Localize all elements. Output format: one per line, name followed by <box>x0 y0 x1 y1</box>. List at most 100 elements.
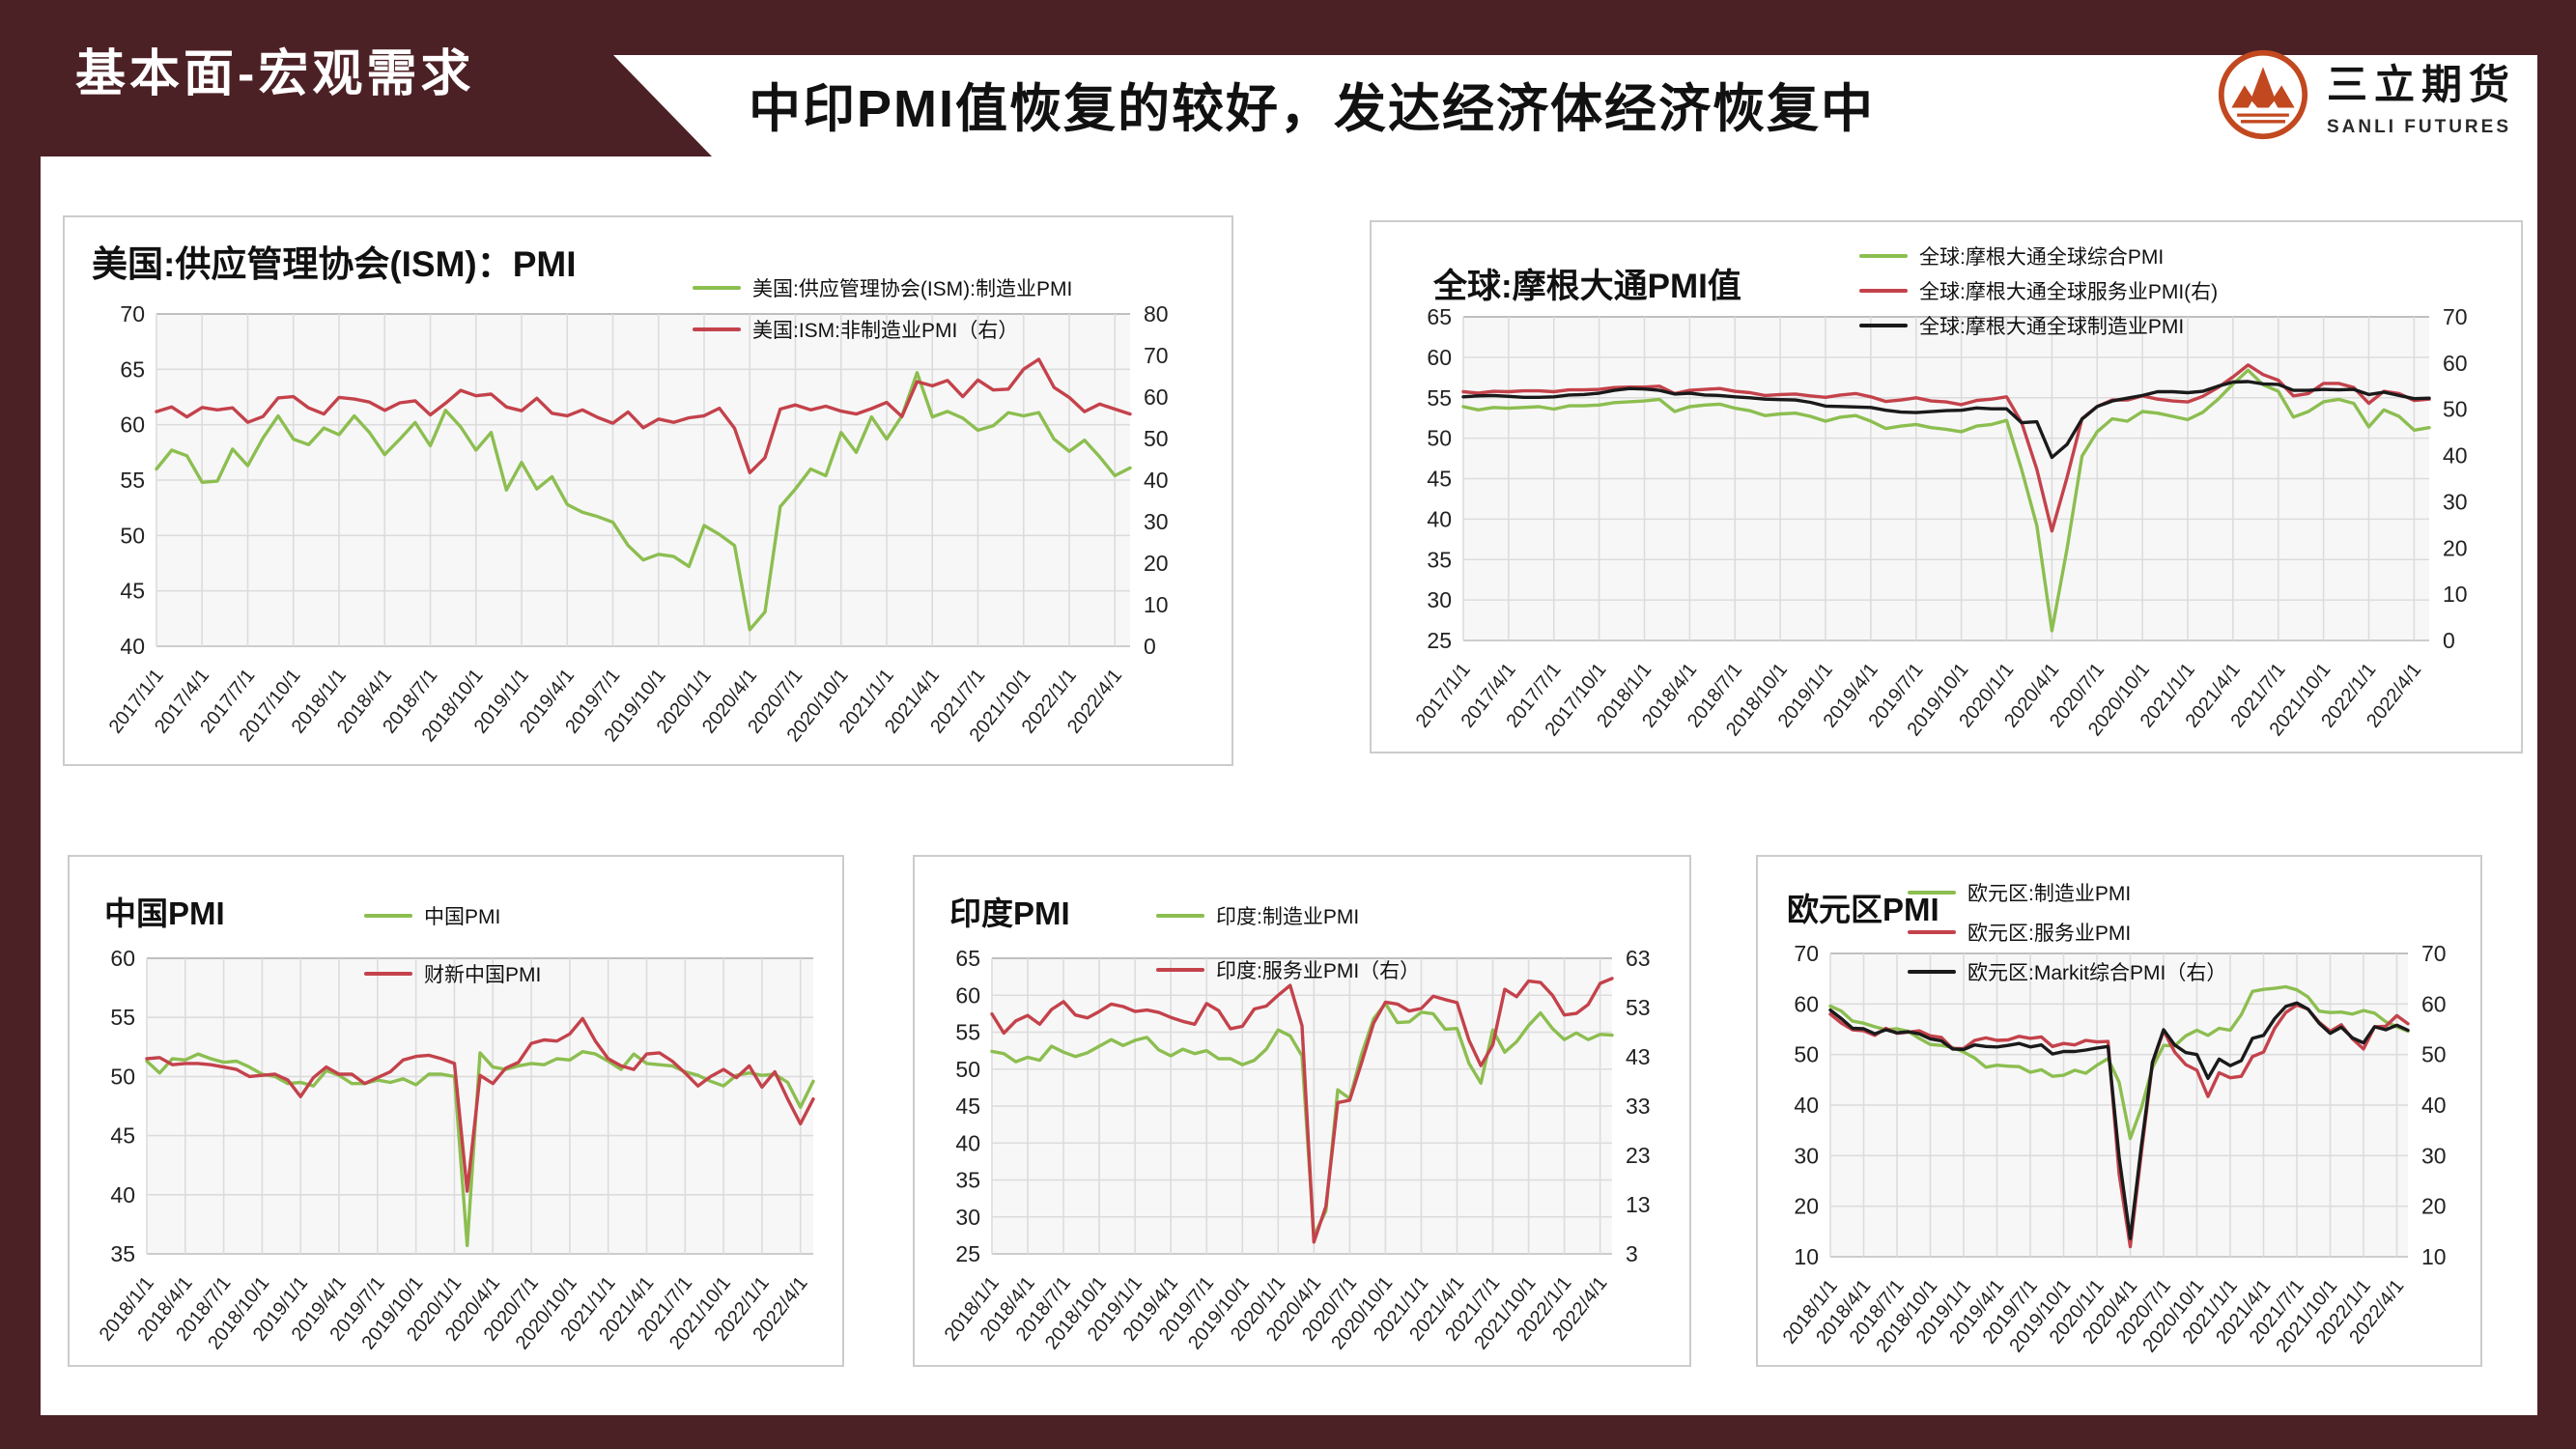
y-axis-tick-label-left: 55 <box>1427 385 1452 411</box>
y-axis-tick-label-left: 50 <box>955 1057 980 1082</box>
y-axis-tick-label-right: 30 <box>2421 1143 2447 1168</box>
y-axis-tick-label-right: 33 <box>1626 1094 1651 1119</box>
legend-item: 印度:服务业PMI（右） <box>1156 955 1420 984</box>
series-line <box>155 357 1132 474</box>
y-axis-tick-label-right: 50 <box>2443 397 2468 422</box>
chart-panel-eurozone-pmi: 欧元区PMI 欧元区:制造业PMI 欧元区:服务业PMI 欧元区:Markit综合P… <box>1756 855 2482 1367</box>
series-line <box>1828 1001 2410 1240</box>
logo: 三立期货 SANLI FUTURES <box>2217 48 2516 141</box>
y-axis-tick-label-right: 60 <box>2443 351 2468 376</box>
chart-legend: 中国PMI 财新中国PMI <box>364 901 541 988</box>
plot-area <box>147 958 813 1254</box>
legend-line-swatch <box>1156 914 1204 918</box>
y-axis-tick-label-right: 30 <box>2443 489 2468 514</box>
chart-panel-china-pmi: 中国PMI 中国PMI 财新中国PMI 60 55 50 45 40 35 2018/1/1 2… <box>68 855 844 1367</box>
y-axis-tick-label-right: 3 <box>1626 1241 1638 1266</box>
y-axis-tick-label-left: 55 <box>110 1005 135 1030</box>
y-axis-tick-label-right: 60 <box>1144 384 1169 410</box>
frame-right-border <box>2537 156 2576 1449</box>
y-axis-tick-label-left: 60 <box>110 946 135 971</box>
chart-legend: 印度:制造业PMI 印度:服务业PMI（右） <box>1156 901 1420 984</box>
y-axis-tick-label-right: 50 <box>2421 1042 2447 1067</box>
header: 基本面-宏观需求 中印PMI值恢复的较好，发达经济体经济恢复中 三立期货 SAN… <box>0 0 2576 156</box>
y-axis-tick-label-right: 70 <box>2421 941 2447 966</box>
chart-title: 全球:摩根大通PMI值 <box>1433 268 1741 305</box>
legend-line-swatch <box>1859 254 1908 258</box>
y-axis-tick-label-left: 30 <box>1794 1143 1819 1168</box>
y-axis-tick-label-left: 60 <box>1794 991 1819 1016</box>
y-axis-tick-label-right: 70 <box>1144 343 1169 368</box>
chart-legend: 美国:供应管理协会(ISM):制造业PMI 美国:ISM:非制造业PMI（右） <box>693 273 1072 344</box>
logo-name: 三立期货 <box>2327 61 2517 107</box>
series-line <box>1461 368 2431 633</box>
y-axis-tick-label-left: 55 <box>955 1020 980 1045</box>
header-title-flag <box>613 55 2537 156</box>
y-axis-tick-label-right: 40 <box>2443 443 2468 469</box>
y-axis-tick-label-left: 65 <box>1427 304 1452 329</box>
series-line <box>990 1001 1614 1238</box>
y-axis-tick-label-left: 50 <box>120 523 145 548</box>
legend-line-swatch <box>1908 970 1956 974</box>
legend-line-swatch <box>1908 891 1956 895</box>
y-axis-tick-label-left: 35 <box>955 1168 980 1193</box>
y-axis-tick-label-left: 40 <box>955 1130 980 1155</box>
y-axis-tick-label-left: 50 <box>1427 426 1452 451</box>
series-line <box>155 371 1132 632</box>
y-axis-tick-label-left: 35 <box>110 1241 135 1266</box>
chart-panel-us-ism-pmi: 美国:供应管理协会(ISM)：PMI 美国:供应管理协会(ISM):制造业PMI… <box>63 215 1233 766</box>
y-axis-tick-label-left: 25 <box>955 1241 980 1266</box>
legend-label: 财新中国PMI <box>424 964 542 986</box>
y-axis-tick-label-right: 60 <box>2421 991 2447 1016</box>
legend-label: 印度:制造业PMI <box>1216 906 1360 928</box>
legend-line-swatch <box>693 327 741 331</box>
line-chart: 6560555045403530252017/1/12017/4/12017/7… <box>1412 304 2468 740</box>
series-line <box>145 1049 815 1248</box>
chart-legend: 欧元区:制造业PMI 欧元区:服务业PMI 欧元区:Markit综合PMI（右） <box>1908 878 2226 986</box>
legend-label: 全球:摩根大通全球综合PMI <box>1919 246 2165 269</box>
legend-item: 欧元区:制造业PMI <box>1908 878 2226 907</box>
legend-item: 欧元区:Markit综合PMI（右） <box>1908 957 2226 986</box>
line-chart: 706050403020102018/1/12018/4/12018/7/120… <box>1779 941 2447 1356</box>
y-axis-tick-label-left: 50 <box>1794 1042 1819 1067</box>
y-axis-tick-label-left: 70 <box>1794 941 1819 966</box>
y-axis-tick-label-left: 10 <box>1794 1244 1819 1269</box>
y-axis-tick-label-right: 40 <box>1144 468 1169 493</box>
legend-item: 全球:摩根大通全球综合PMI <box>1859 242 2218 270</box>
legend-line-swatch <box>693 286 741 290</box>
y-axis-tick-label-right: 70 <box>2443 304 2468 329</box>
chart-title: 中国PMI <box>104 895 225 931</box>
y-axis-tick-label-right: 80 <box>1144 301 1169 327</box>
page-title: 中印PMI值恢复的较好，发达经济体经济恢复中 <box>749 80 1876 138</box>
y-axis-tick-label-left: 40 <box>120 634 145 659</box>
legend-item: 美国:ISM:非制造业PMI（右） <box>693 315 1072 344</box>
y-axis-tick-label-left: 20 <box>1794 1194 1819 1219</box>
y-axis-tick-label-right: 20 <box>2421 1194 2447 1219</box>
line-chart: 6055504540352018/1/12018/4/12018/7/12018… <box>96 946 815 1353</box>
y-axis-tick-label-right: 20 <box>2443 535 2468 560</box>
legend-item: 中国PMI <box>364 901 541 930</box>
y-axis-tick-label-right: 13 <box>1626 1192 1651 1217</box>
y-axis-tick-label-left: 25 <box>1427 628 1452 653</box>
legend-line-swatch <box>364 972 412 976</box>
legend-line-swatch <box>1859 324 1908 327</box>
legend-line-swatch <box>364 914 412 918</box>
line-chart: 706560555045402017/1/12017/4/12017/7/120… <box>105 301 1169 746</box>
series-line <box>990 977 1614 1244</box>
y-axis-tick-label-right: 50 <box>1144 426 1169 451</box>
legend-label: 中国PMI <box>424 906 501 928</box>
series-line <box>1828 984 2410 1141</box>
y-axis-tick-label-left: 45 <box>110 1123 135 1149</box>
y-axis-tick-label-left: 70 <box>120 301 145 327</box>
series-line <box>1461 363 2431 533</box>
legend-label: 欧元区:制造业PMI <box>1967 883 2132 905</box>
y-axis-tick-label-right: 43 <box>1626 1044 1651 1069</box>
y-axis-tick-label-left: 60 <box>120 412 145 438</box>
y-axis-tick-label-right: 40 <box>2421 1093 2447 1118</box>
chart-title: 欧元区PMI <box>1787 892 1939 927</box>
chart-panel-global-jpm-pmi: 全球:摩根大通PMI值 全球:摩根大通全球综合PMI 全球:摩根大通全球服务业PM… <box>1370 220 2523 753</box>
y-axis-tick-label-left: 40 <box>1794 1093 1819 1118</box>
legend-label: 印度:服务业PMI（右） <box>1216 960 1421 982</box>
legend-label: 欧元区:服务业PMI <box>1967 923 2132 945</box>
y-axis-tick-label-right: 10 <box>2421 1244 2447 1269</box>
frame-bottom-border <box>0 1415 2576 1449</box>
